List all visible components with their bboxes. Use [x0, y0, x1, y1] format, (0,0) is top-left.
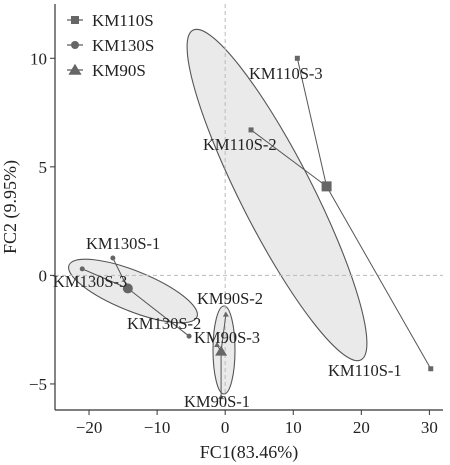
y-tick-label: 10	[30, 49, 47, 68]
legend-circle-icon	[71, 41, 79, 49]
y-ticks: −5 0 5 10	[29, 49, 55, 394]
point-km90s-3	[214, 342, 221, 348]
y-tick-label: −5	[29, 375, 47, 394]
legend-label: KM130S	[92, 36, 154, 55]
legend-item-km110s: KM110S	[67, 11, 154, 30]
spoke-km130s-2	[127, 288, 190, 337]
confidence-ellipse-km110s	[186, 28, 368, 362]
point-km110s-2	[248, 127, 254, 133]
point-label-km110s-1: KM110S-1	[328, 361, 402, 380]
legend-item-km130s: KM130S	[67, 36, 154, 55]
spoke-km110s-1	[326, 186, 432, 369]
point-km110s-1	[428, 366, 434, 372]
spoke-km130s-3	[82, 268, 129, 289]
legend-label: KM90S	[92, 61, 146, 80]
point-label-km90s-1: KM90S-1	[184, 392, 250, 411]
point-label-km130s-3: KM130S-3	[53, 272, 127, 291]
point-label-km90s-3: KM90S-3	[194, 328, 260, 347]
point-km90s-1	[218, 394, 225, 400]
point-label-km130s-1: KM130S-1	[86, 234, 160, 253]
x-ticks: −20 −10 0 10 20 30	[76, 410, 438, 437]
centroid-km90s	[215, 345, 228, 356]
data-points	[79, 55, 434, 400]
x-axis-title: FC1(83.46%)	[200, 442, 299, 463]
confidence-ellipses	[68, 28, 368, 395]
point-km130s-2	[186, 333, 192, 339]
x-tick-label: 20	[353, 418, 370, 437]
spoke-km110s-2	[250, 129, 327, 187]
x-tick-label: −20	[76, 418, 103, 437]
legend-square-icon	[71, 16, 79, 24]
point-label-km110s-2: KM110S-2	[203, 135, 277, 154]
legend-label: KM110S	[92, 11, 154, 30]
legend-item-km90s: KM90S	[67, 61, 146, 80]
centroid-km110s	[321, 181, 332, 192]
point-km110s-3	[294, 55, 300, 61]
legend-triangle-icon	[68, 63, 82, 75]
point-label-km110s-3: KM110S-3	[249, 64, 323, 83]
spoke-km130s-1	[112, 257, 129, 289]
point-km130s-1	[110, 255, 116, 261]
x-tick-label: 30	[421, 418, 438, 437]
legend: KM110S KM130S KM90S	[67, 11, 154, 80]
point-label-km130s-2: KM130S-2	[127, 314, 201, 333]
confidence-ellipse-km90s	[212, 305, 236, 395]
y-tick-label: 0	[39, 266, 48, 285]
x-tick-label: −10	[144, 418, 171, 437]
y-tick-label: 5	[39, 158, 48, 177]
spoke-km90s-2	[220, 314, 227, 352]
point-label-km90s-2: KM90S-2	[197, 289, 263, 308]
centroid-spokes	[82, 58, 432, 397]
centroid-km130s	[122, 283, 133, 294]
point-labels: KM110S-1 KM110S-2 KM110S-3 KM130S-1 KM130S-2…	[53, 64, 402, 411]
spoke-km110s-3	[296, 58, 328, 187]
point-km130s-3	[79, 266, 85, 272]
point-km90s-2	[222, 311, 229, 317]
x-tick-label: 0	[221, 418, 230, 437]
x-tick-label: 10	[285, 418, 302, 437]
y-axis-title: FC2 (9.95%)	[0, 160, 21, 254]
